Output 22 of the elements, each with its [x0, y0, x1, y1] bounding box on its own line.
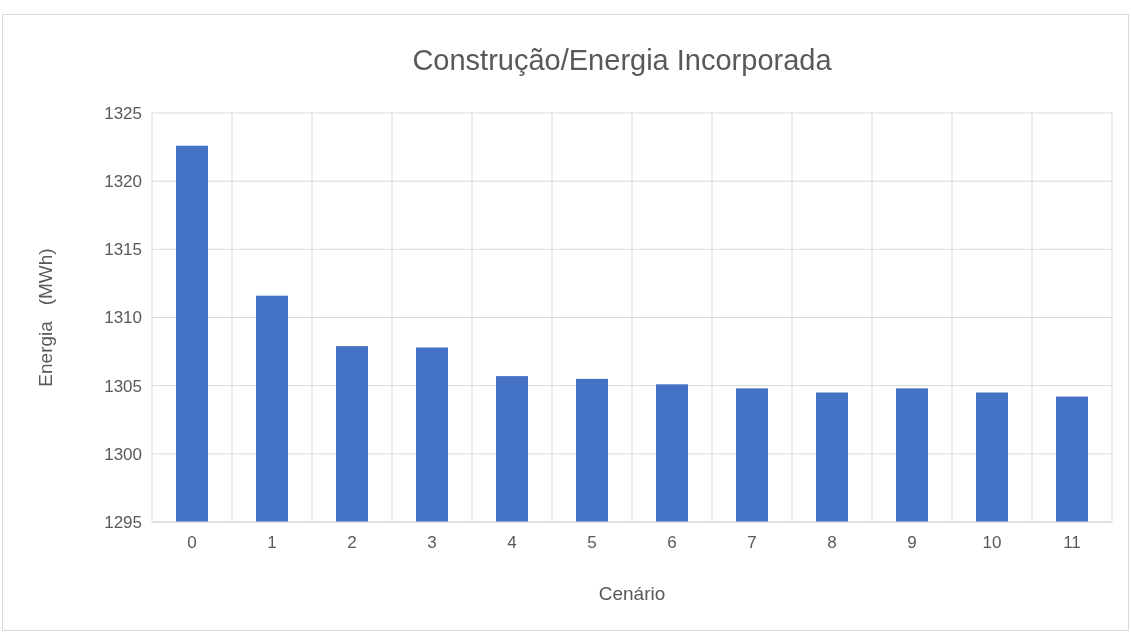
y-tick-label: 1320: [104, 172, 142, 192]
x-tick-label: 5: [587, 533, 597, 553]
x-tick-label: 10: [982, 533, 1002, 553]
y-tick-label: 1315: [104, 240, 142, 260]
x-tick-label: 1: [267, 533, 277, 553]
x-tick-label: 6: [667, 533, 677, 553]
x-tick-label: 9: [907, 533, 917, 553]
x-tick-label: 7: [747, 533, 757, 553]
x-axis-title: Cenário: [598, 583, 666, 604]
y-axis-title: Energia (MWh): [35, 248, 56, 387]
x-tick-label: 4: [507, 533, 517, 553]
x-tick-label: 11: [1063, 533, 1081, 553]
y-tick-label: 1310: [104, 308, 142, 328]
y-tick-label: 1295: [104, 512, 142, 532]
y-tick-label: 1325: [104, 103, 142, 123]
x-tick-label: 8: [827, 533, 837, 553]
y-tick-label: 1300: [104, 444, 142, 464]
chart-title: Construção/Energia Incorporada: [412, 44, 833, 76]
y-tick-label: 1305: [104, 376, 142, 396]
x-tick-label: 0: [187, 533, 197, 553]
x-tick-label: 3: [427, 533, 437, 553]
x-tick-label: 2: [347, 533, 357, 553]
